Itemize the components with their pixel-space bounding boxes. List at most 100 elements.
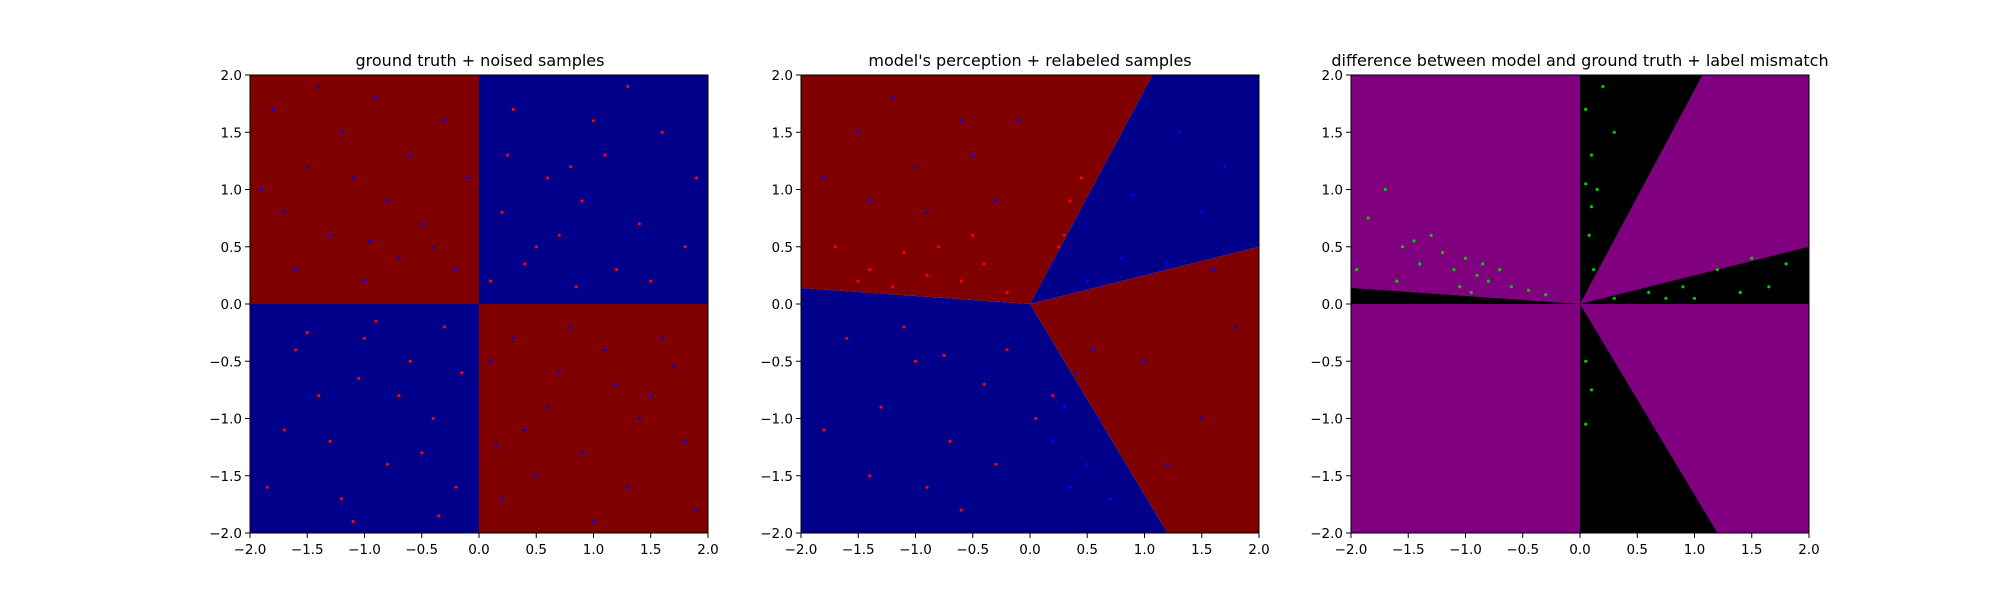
x-tick-label: 0.0 [468, 542, 489, 558]
data-point [271, 107, 275, 111]
plot-area: −2.0 −1.5 −1.0 −0.5 0.0 0.5 1.0 1.5 2.0 2.0 1.5 1.0… [1310, 68, 1820, 558]
region [1580, 246, 1809, 304]
data-point [1355, 268, 1359, 272]
panel-title: model's perception + relabeled samples [868, 51, 1191, 70]
y-tick-label: 2.0 [221, 68, 242, 84]
data-point [1526, 288, 1531, 292]
data-point [1034, 416, 1038, 421]
data-point [1057, 245, 1061, 249]
data-point [294, 348, 298, 352]
region [1580, 75, 1703, 304]
data-point [397, 256, 401, 260]
data-point [1165, 262, 1169, 266]
x-tick-label: 0.0 [1569, 542, 1590, 558]
data-point [1108, 497, 1112, 501]
y-tick-label: −0.5 [760, 354, 793, 370]
data-point [265, 485, 269, 489]
data-point [614, 382, 619, 386]
region [1030, 246, 1259, 534]
data-point [868, 199, 872, 203]
data-point [1062, 405, 1066, 409]
data-point [971, 153, 975, 157]
data-point [1366, 216, 1370, 220]
x-tick-label: −1.0 [1449, 542, 1482, 558]
data-point [1458, 285, 1462, 289]
data-point [1200, 416, 1204, 421]
data-point [1068, 199, 1072, 203]
region [1351, 288, 1580, 304]
data-point [1692, 296, 1697, 300]
data-point [982, 382, 986, 386]
data-point [569, 325, 573, 329]
data-point [1051, 394, 1055, 398]
data-point [942, 353, 946, 358]
x-tick-label: 2.0 [697, 542, 718, 558]
data-point [569, 165, 573, 169]
y-tick-label: −0.5 [1310, 354, 1343, 370]
x-tick-label: 1.0 [1684, 542, 1705, 558]
data-point [1142, 359, 1147, 363]
data-point [1592, 268, 1596, 272]
data-point [511, 336, 515, 340]
data-point [683, 439, 687, 443]
data-point [591, 519, 596, 524]
data-point [443, 119, 447, 123]
data-point [1469, 290, 1473, 295]
y-tick-label: 0.0 [772, 297, 793, 313]
data-point [845, 336, 849, 340]
data-point [1481, 262, 1485, 266]
data-point [1165, 462, 1169, 466]
data-point [1079, 176, 1084, 180]
y-tick-label: 0.0 [221, 297, 242, 313]
data-point [672, 365, 676, 369]
data-point [637, 222, 641, 226]
data-point [1395, 279, 1399, 283]
data-point [1647, 290, 1651, 295]
series-points [265, 84, 699, 524]
data-point [1412, 239, 1416, 243]
data-point [305, 165, 309, 169]
y-tick-label: 1.0 [1322, 183, 1343, 199]
data-point [1131, 193, 1135, 197]
data-point [1584, 359, 1588, 363]
data-point [1429, 233, 1433, 237]
data-point [317, 394, 321, 398]
data-point [982, 262, 986, 266]
x-tick-label: −2.0 [1335, 542, 1368, 558]
data-point [614, 268, 619, 272]
data-point [660, 130, 664, 134]
data-point [328, 233, 332, 237]
data-point [1463, 256, 1468, 260]
data-point [1051, 439, 1055, 443]
data-point [460, 371, 464, 375]
panel-ground-truth: −2.0 −1.5 −1.0 −0.5 0.0 0.5 1.0 1.5 2.0 2.0 1.5 1.0… [209, 51, 719, 558]
data-point [1211, 268, 1215, 272]
y-tick-label: 0.0 [1322, 297, 1343, 313]
data-point [1441, 250, 1445, 255]
decision-regions [1351, 75, 1809, 533]
data-point [637, 416, 641, 421]
data-point [1005, 290, 1009, 295]
data-point [925, 210, 929, 214]
data-point [500, 210, 504, 214]
data-point [374, 96, 378, 100]
data-point [1589, 153, 1594, 157]
data-point [362, 279, 367, 283]
y-tick-label: 1.5 [1322, 125, 1343, 141]
panel-difference: −2.0 −1.5 −1.0 −0.5 0.0 0.5 1.0 1.5 2.0 2.0 1.5 1.0… [1310, 51, 1828, 558]
data-point [443, 325, 447, 329]
data-point [488, 279, 493, 283]
data-point [1584, 107, 1588, 111]
data-point [500, 497, 504, 501]
plot-area: −2.0 −1.5 −1.0 −0.5 0.0 0.5 1.0 1.5 2.0 2.0 1.5 1.0… [209, 68, 719, 558]
series-points [822, 96, 1238, 501]
data-point [879, 405, 883, 409]
data-point [1664, 296, 1668, 300]
data-point [994, 462, 998, 466]
data-point [936, 245, 941, 249]
x-tick-label: −0.5 [405, 542, 438, 558]
data-point [351, 176, 355, 180]
data-point [362, 336, 367, 340]
data-point [1509, 285, 1513, 289]
data-point [1400, 245, 1405, 249]
